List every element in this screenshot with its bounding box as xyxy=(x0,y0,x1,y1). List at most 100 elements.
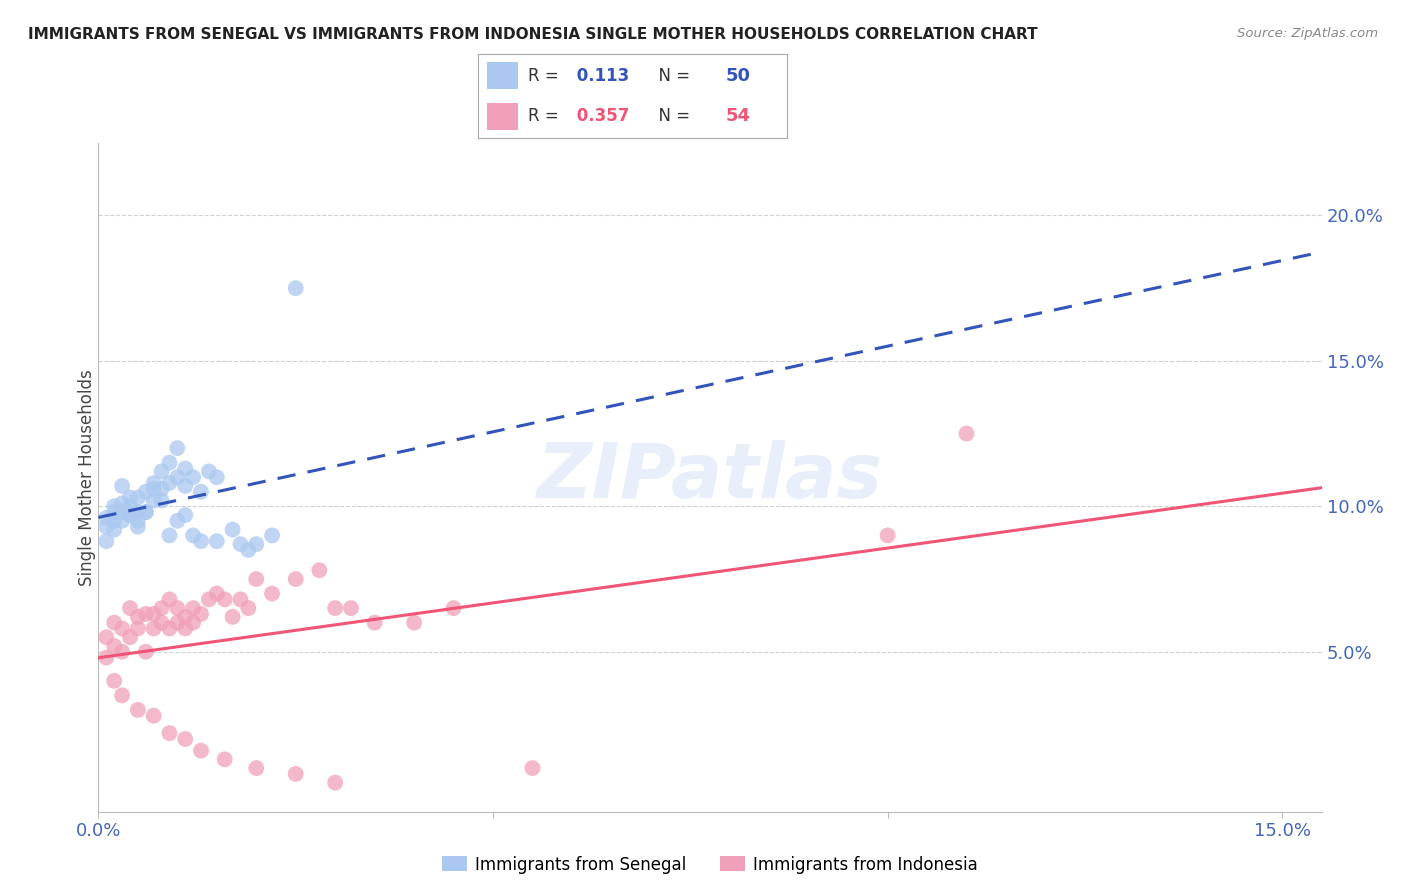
Text: 0.113: 0.113 xyxy=(571,67,628,85)
Point xyxy=(127,622,149,636)
Point xyxy=(118,491,141,505)
Point xyxy=(284,767,307,781)
Text: N =: N = xyxy=(648,67,696,85)
Point xyxy=(245,572,267,586)
Point xyxy=(308,563,330,577)
Point xyxy=(166,615,188,630)
Point xyxy=(111,505,134,519)
Point xyxy=(214,592,236,607)
Point xyxy=(96,519,118,533)
Point xyxy=(142,476,165,491)
Point xyxy=(118,630,141,644)
Point xyxy=(118,601,141,615)
Point xyxy=(135,505,157,519)
Point xyxy=(96,630,118,644)
Point xyxy=(323,775,346,789)
Point xyxy=(229,592,252,607)
Point xyxy=(111,479,134,493)
Bar xyxy=(488,103,519,130)
Y-axis label: Single Mother Households: Single Mother Households xyxy=(79,369,96,585)
Point xyxy=(174,622,197,636)
Legend: Immigrants from Senegal, Immigrants from Indonesia: Immigrants from Senegal, Immigrants from… xyxy=(436,849,984,880)
Point xyxy=(198,464,221,478)
Point xyxy=(96,650,118,665)
Point xyxy=(127,505,149,519)
Point xyxy=(150,493,173,508)
Point xyxy=(111,622,134,636)
Point xyxy=(159,456,181,470)
Text: N =: N = xyxy=(648,107,696,125)
Point xyxy=(127,519,149,533)
Point xyxy=(166,441,188,455)
Point xyxy=(103,523,125,537)
Point xyxy=(150,601,173,615)
Point xyxy=(118,508,141,522)
Point xyxy=(229,537,252,551)
Text: R =: R = xyxy=(527,107,564,125)
Point xyxy=(127,703,149,717)
Point xyxy=(142,482,165,496)
Point xyxy=(118,508,141,522)
Point xyxy=(443,601,465,615)
Point xyxy=(181,615,204,630)
Point xyxy=(876,528,898,542)
Point xyxy=(323,601,346,615)
Point xyxy=(190,484,212,499)
Point xyxy=(181,601,204,615)
Point xyxy=(103,615,125,630)
Point xyxy=(111,645,134,659)
Point xyxy=(150,464,173,478)
Point xyxy=(284,572,307,586)
Point xyxy=(150,615,173,630)
Point xyxy=(174,479,197,493)
Point xyxy=(260,586,283,600)
Point xyxy=(103,514,125,528)
Point xyxy=(205,470,228,484)
Text: 50: 50 xyxy=(725,67,751,85)
Text: 0.357: 0.357 xyxy=(571,107,630,125)
Point xyxy=(142,622,165,636)
Point xyxy=(238,601,260,615)
Point xyxy=(260,528,283,542)
Point xyxy=(522,761,544,775)
Text: R =: R = xyxy=(527,67,564,85)
Point xyxy=(135,645,157,659)
Point xyxy=(238,543,260,558)
Point xyxy=(142,493,165,508)
Point xyxy=(166,470,188,484)
Point xyxy=(103,639,125,653)
Point xyxy=(159,476,181,491)
Point xyxy=(111,689,134,703)
Point xyxy=(245,761,267,775)
Text: IMMIGRANTS FROM SENEGAL VS IMMIGRANTS FROM INDONESIA SINGLE MOTHER HOUSEHOLDS CO: IMMIGRANTS FROM SENEGAL VS IMMIGRANTS FR… xyxy=(28,27,1038,42)
Text: Source: ZipAtlas.com: Source: ZipAtlas.com xyxy=(1237,27,1378,40)
Point xyxy=(127,610,149,624)
Point xyxy=(181,528,204,542)
Point xyxy=(142,708,165,723)
Point xyxy=(174,610,197,624)
Bar xyxy=(488,62,519,89)
Point xyxy=(205,534,228,549)
Point xyxy=(96,534,118,549)
Point xyxy=(181,470,204,484)
Point xyxy=(159,622,181,636)
Point xyxy=(135,484,157,499)
Point xyxy=(214,752,236,766)
Point xyxy=(190,744,212,758)
Point xyxy=(103,673,125,688)
Point xyxy=(96,511,118,525)
Point xyxy=(118,500,141,514)
Point xyxy=(955,426,977,441)
Point xyxy=(340,601,363,615)
Point xyxy=(174,508,197,522)
Point xyxy=(111,514,134,528)
Point xyxy=(159,528,181,542)
Point xyxy=(190,534,212,549)
Point xyxy=(190,607,212,621)
Point xyxy=(127,514,149,528)
Point xyxy=(142,607,165,621)
Point xyxy=(245,537,267,551)
Point xyxy=(198,592,221,607)
Point xyxy=(363,615,385,630)
Point xyxy=(174,461,197,475)
